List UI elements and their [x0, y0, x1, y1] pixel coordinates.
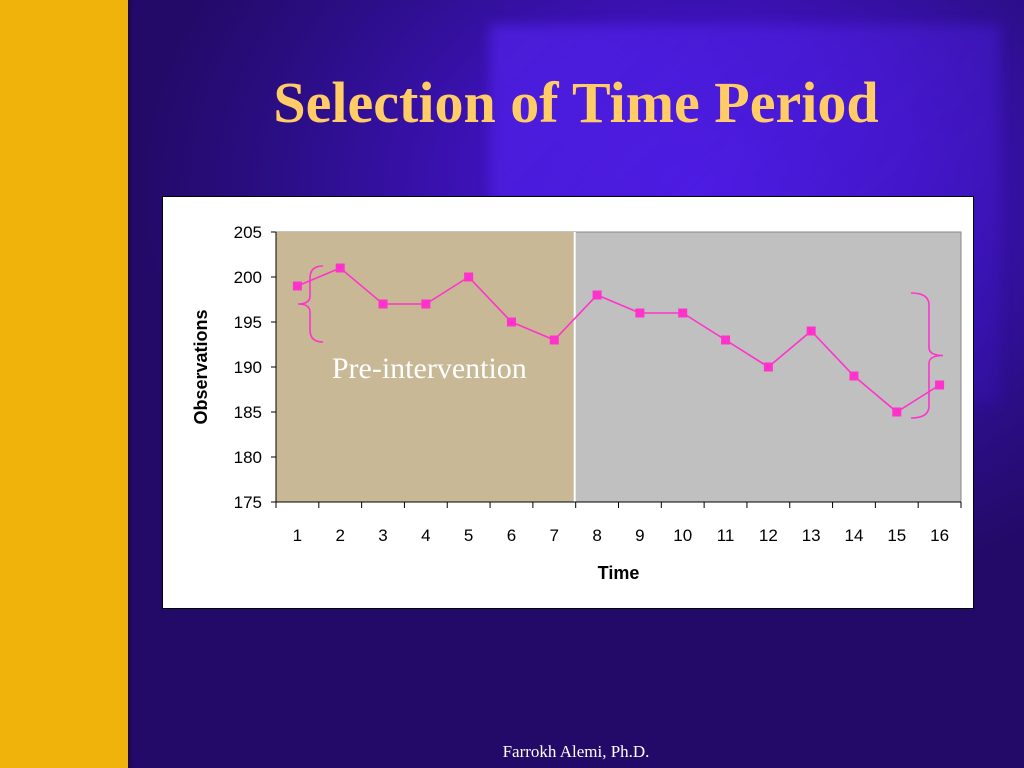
series-line-0 [297, 267, 941, 413]
x-tick-label-12: 12 [759, 526, 778, 545]
data-point-15 [892, 407, 902, 417]
left-accent-bar [0, 0, 128, 768]
y-tick-label-185: 185 [234, 403, 262, 422]
slide-footer: Farrokh Alemi, Ph.D. [502, 742, 650, 761]
data-point-13 [806, 326, 816, 336]
brace-post-intervention [910, 292, 944, 419]
brace-pre-intervention [297, 265, 324, 343]
x-tick-label-3: 3 [378, 526, 387, 545]
data-point-11 [721, 335, 731, 345]
data-point-8 [592, 290, 602, 300]
data-point-10 [678, 308, 688, 318]
x-tick-label-14: 14 [845, 526, 864, 545]
data-point-2 [335, 263, 345, 273]
y-tick-label-175: 175 [234, 493, 262, 512]
x-tick-label-5: 5 [464, 526, 473, 545]
y-tick-label-205: 205 [234, 223, 262, 242]
data-point-6 [506, 317, 516, 327]
y-tick-label-200: 200 [234, 268, 262, 287]
data-point-9 [635, 308, 645, 318]
y-tick-label-190: 190 [234, 358, 262, 377]
data-point-3 [378, 299, 388, 309]
x-tick-label-6: 6 [507, 526, 516, 545]
x-tick-label-8: 8 [592, 526, 601, 545]
y-axis-title: Observations [191, 309, 211, 424]
x-tick-label-2: 2 [335, 526, 344, 545]
x-tick-label-1: 1 [293, 526, 302, 545]
data-point-16 [935, 380, 945, 390]
data-point-5 [464, 272, 474, 282]
slide-title: Selection of Time Period [273, 70, 879, 135]
series-group [292, 263, 945, 417]
data-point-14 [849, 371, 859, 381]
y-tick-label-180: 180 [234, 448, 262, 467]
x-tick-label-16: 16 [930, 526, 949, 545]
x-tick-label-7: 7 [550, 526, 559, 545]
x-tick-label-9: 9 [635, 526, 644, 545]
chart-container: 175 180 185 190 195 200 205 1 2 3 4 5 6 7 8 9 10 11 12 13 14… [162, 196, 974, 609]
y-tick-label-195: 195 [234, 313, 262, 332]
brace-annotations [297, 265, 944, 419]
annotation-pre-intervention: Pre-intervention [332, 352, 527, 385]
data-point-4 [421, 299, 431, 309]
data-point-7 [549, 335, 559, 345]
data-point-12 [763, 362, 773, 372]
axes [271, 231, 962, 508]
x-tick-label-11: 11 [717, 526, 735, 545]
pre-intervention-region [276, 232, 575, 502]
x-tick-label-4: 4 [421, 526, 430, 545]
plot-regions [275, 231, 962, 503]
x-tick-label-13: 13 [802, 526, 821, 545]
x-tick-label-15: 15 [887, 526, 906, 545]
data-point-1 [292, 281, 302, 291]
x-axis-title: Time [598, 563, 640, 583]
x-tick-label-10: 10 [673, 526, 692, 545]
